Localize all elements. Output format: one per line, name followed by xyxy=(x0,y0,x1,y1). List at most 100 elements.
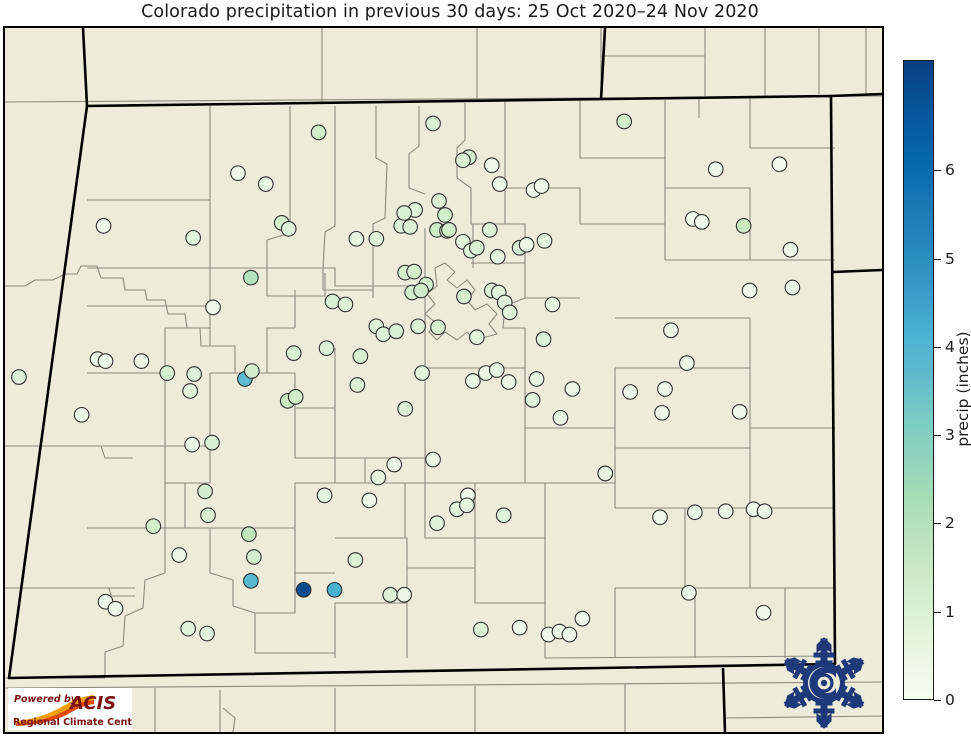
colorbar-axis-label: precip (inches) xyxy=(954,331,971,447)
station-marker xyxy=(622,384,639,400)
colorbar: 0 1 2 3 4 5 6 precip (inches) xyxy=(903,60,971,709)
station-marker xyxy=(347,552,364,568)
station-markers xyxy=(11,113,801,643)
snowflake-icon xyxy=(783,637,865,729)
station-marker xyxy=(230,165,246,182)
station-marker xyxy=(535,331,552,348)
station-marker xyxy=(681,584,697,601)
colorbar-tick-label: 5 xyxy=(945,249,955,268)
map-plot-area[interactable] xyxy=(3,26,884,734)
station-marker xyxy=(456,288,472,305)
station-marker xyxy=(244,363,260,379)
station-marker xyxy=(388,323,405,340)
station-marker xyxy=(184,436,200,453)
page-title: Colorado precipitation in previous 30 da… xyxy=(141,2,759,22)
colorbar-tick-mark xyxy=(934,258,941,260)
station-marker xyxy=(73,406,90,423)
station-marker xyxy=(429,515,445,532)
station-marker xyxy=(465,373,481,389)
station-marker xyxy=(352,348,369,364)
station-marker xyxy=(326,581,343,598)
station-marker xyxy=(533,178,550,194)
station-marker xyxy=(755,604,772,621)
station-marker xyxy=(495,507,512,524)
acis-logo[interactable]: Powered by ACIS Regional Climate Centers xyxy=(8,688,132,730)
station-marker xyxy=(524,392,541,408)
station-marker xyxy=(425,115,441,132)
acis-subtitle-label: Regional Climate Centers xyxy=(13,717,132,728)
station-marker xyxy=(406,263,422,280)
station-marker xyxy=(459,497,475,514)
station-marker xyxy=(370,469,387,486)
acis-powered-label: Powered by xyxy=(14,694,78,705)
station-marker xyxy=(518,236,535,253)
station-marker xyxy=(133,353,150,369)
station-marker xyxy=(97,353,114,369)
station-marker xyxy=(731,403,748,420)
station-marker xyxy=(430,319,446,336)
station-marker xyxy=(95,218,112,234)
colorbar-tick-label: 6 xyxy=(945,161,955,180)
station-marker xyxy=(500,374,517,390)
station-marker xyxy=(243,573,259,589)
station-marker xyxy=(561,626,578,643)
station-marker xyxy=(205,299,221,316)
station-marker xyxy=(199,625,215,642)
colorbar-tick-label: 3 xyxy=(945,426,955,445)
station-marker xyxy=(287,389,304,405)
station-marker xyxy=(431,193,447,209)
station-marker xyxy=(741,282,758,299)
station-marker xyxy=(324,293,341,310)
colorbar-tick-mark xyxy=(934,346,941,348)
station-marker xyxy=(402,219,419,235)
station-marker xyxy=(771,156,788,173)
colorado-climate-center-logo[interactable] xyxy=(778,637,870,729)
station-marker xyxy=(396,586,413,603)
station-marker xyxy=(481,222,498,238)
station-marker xyxy=(536,232,553,249)
station-marker xyxy=(616,113,633,130)
colorbar-tick-mark xyxy=(934,700,941,701)
station-marker xyxy=(310,124,327,141)
station-marker xyxy=(654,404,670,421)
colorbar-tick-mark xyxy=(934,611,941,613)
colorbar-gradient xyxy=(903,60,934,700)
station-marker xyxy=(316,487,333,504)
station-marker xyxy=(488,362,505,378)
station-marker xyxy=(241,526,257,542)
acis-logo-graphic: Powered by ACIS Regional Climate Centers xyxy=(8,688,132,730)
station-marker xyxy=(410,318,426,335)
station-marker xyxy=(180,620,197,637)
station-marker xyxy=(528,371,545,387)
station-marker xyxy=(707,161,724,178)
station-marker xyxy=(552,409,569,426)
station-marker xyxy=(574,610,591,627)
acis-wordmark: ACIS xyxy=(68,693,116,714)
station-marker xyxy=(784,279,801,296)
station-marker xyxy=(185,229,201,246)
station-marker xyxy=(337,296,354,313)
station-marker xyxy=(349,377,366,393)
station-marker xyxy=(11,369,27,385)
station-marker xyxy=(186,366,202,382)
station-marker xyxy=(693,214,710,230)
station-marker xyxy=(414,365,430,381)
station-marker xyxy=(413,282,429,299)
colorbar-tick-label: 1 xyxy=(945,602,955,621)
colorbar-tick-mark xyxy=(934,523,941,525)
colorado-map xyxy=(5,28,882,732)
colorbar-tick-mark xyxy=(934,435,941,437)
station-marker xyxy=(544,296,561,313)
station-marker xyxy=(441,222,457,238)
station-marker xyxy=(489,248,506,265)
station-marker xyxy=(386,456,403,473)
colorbar-tick-label: 2 xyxy=(945,514,955,533)
station-marker xyxy=(501,304,518,321)
station-marker xyxy=(246,549,262,565)
station-marker xyxy=(564,381,581,397)
station-marker xyxy=(243,269,259,286)
station-marker xyxy=(197,483,213,500)
station-marker xyxy=(511,619,528,636)
station-marker xyxy=(182,383,199,399)
colorbar-tick-label: 0 xyxy=(945,691,955,709)
